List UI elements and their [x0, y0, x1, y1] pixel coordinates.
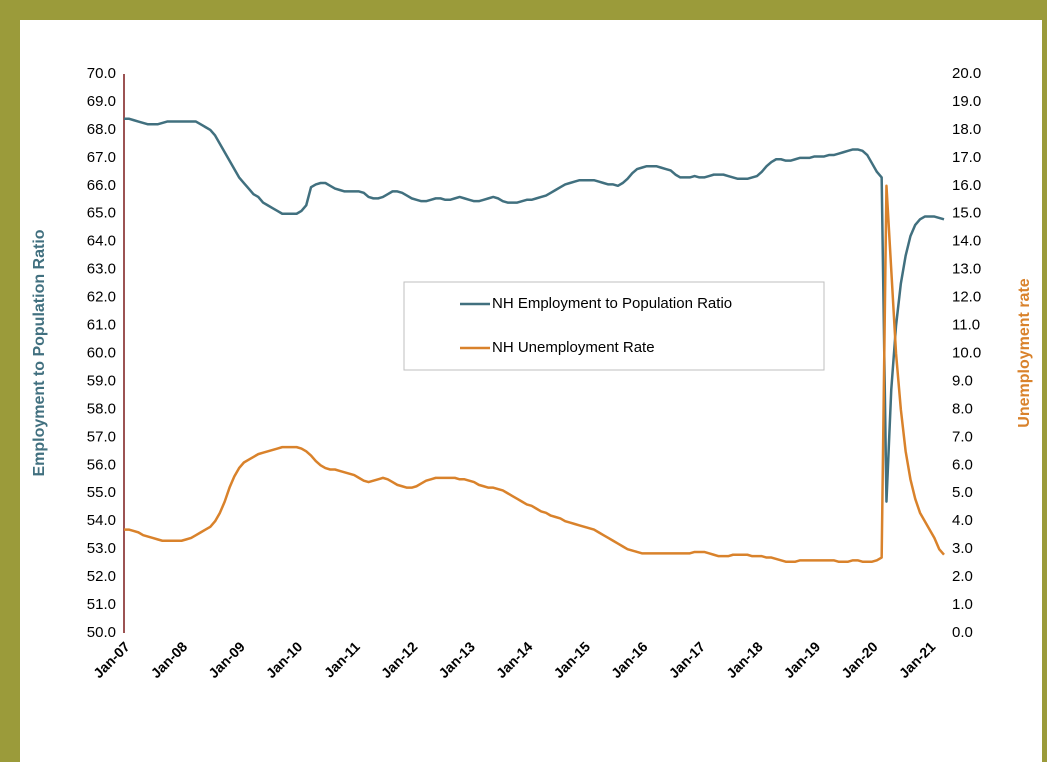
y2-tick-label: 16.0: [952, 177, 981, 194]
y-tick-label: 51.0: [87, 596, 116, 613]
y-tick-label: 52.0: [87, 568, 116, 585]
y-tick-label: 63.0: [87, 261, 116, 278]
legend-label: NH Unemployment Rate: [492, 339, 655, 356]
y-tick-label: 50.0: [87, 624, 116, 641]
y-tick-label: 53.0: [87, 540, 116, 557]
y2-tick-label: 15.0: [952, 205, 981, 222]
chart-background: [20, 20, 1042, 762]
legend: [403, 281, 825, 371]
y2-tick-label: 6.0: [952, 456, 973, 473]
y-tick-label: 56.0: [87, 456, 116, 473]
y2-tick-label: 8.0: [952, 400, 973, 417]
y-axis-title: Employment to Population Ratio: [31, 229, 48, 476]
y2-tick-label: 2.0: [952, 568, 973, 585]
y-tick-label: 55.0: [87, 484, 116, 501]
y2-tick-label: 5.0: [952, 484, 973, 501]
y2-tick-label: 4.0: [952, 512, 973, 529]
y2-tick-label: 20.0: [952, 65, 981, 82]
y2-tick-label: 7.0: [952, 428, 973, 445]
y-tick-label: 64.0: [87, 233, 116, 250]
y-tick-label: 66.0: [87, 177, 116, 194]
series-line: [124, 184, 945, 563]
y-tick-label: 68.0: [87, 121, 116, 138]
y2-tick-label: 11.0: [952, 317, 980, 334]
y-tick-label: 65.0: [87, 205, 116, 222]
legend-label: NH Employment to Population Ratio: [492, 295, 732, 312]
y2-axis-title: Unemployment rate: [1016, 278, 1033, 427]
y-tick-label: 70.0: [87, 65, 116, 82]
y-tick-label: 62.0: [87, 289, 116, 306]
y2-tick-label: 19.0: [952, 93, 981, 110]
y-tick-label: 59.0: [87, 372, 116, 389]
y2-tick-label: 17.0: [952, 149, 981, 166]
y2-tick-label: 14.0: [952, 233, 981, 250]
y2-tick-label: 3.0: [952, 540, 973, 557]
y-tick-label: 69.0: [87, 93, 116, 110]
y-tick-label: 61.0: [87, 317, 116, 334]
y2-tick-label: 12.0: [952, 289, 981, 306]
y2-tick-label: 13.0: [952, 261, 981, 278]
y2-tick-label: 0.0: [952, 624, 973, 641]
y-tick-label: 58.0: [87, 400, 116, 417]
y2-tick-label: 1.0: [952, 596, 973, 613]
y-tick-label: 60.0: [87, 344, 116, 361]
y2-tick-label: 9.0: [952, 372, 973, 389]
y-tick-label: 54.0: [87, 512, 116, 529]
y2-tick-label: 18.0: [952, 121, 981, 138]
y2-tick-label: 10.0: [952, 344, 981, 361]
y-tick-label: 57.0: [87, 428, 116, 445]
y-tick-label: 67.0: [87, 149, 116, 166]
series-line: [124, 117, 945, 503]
